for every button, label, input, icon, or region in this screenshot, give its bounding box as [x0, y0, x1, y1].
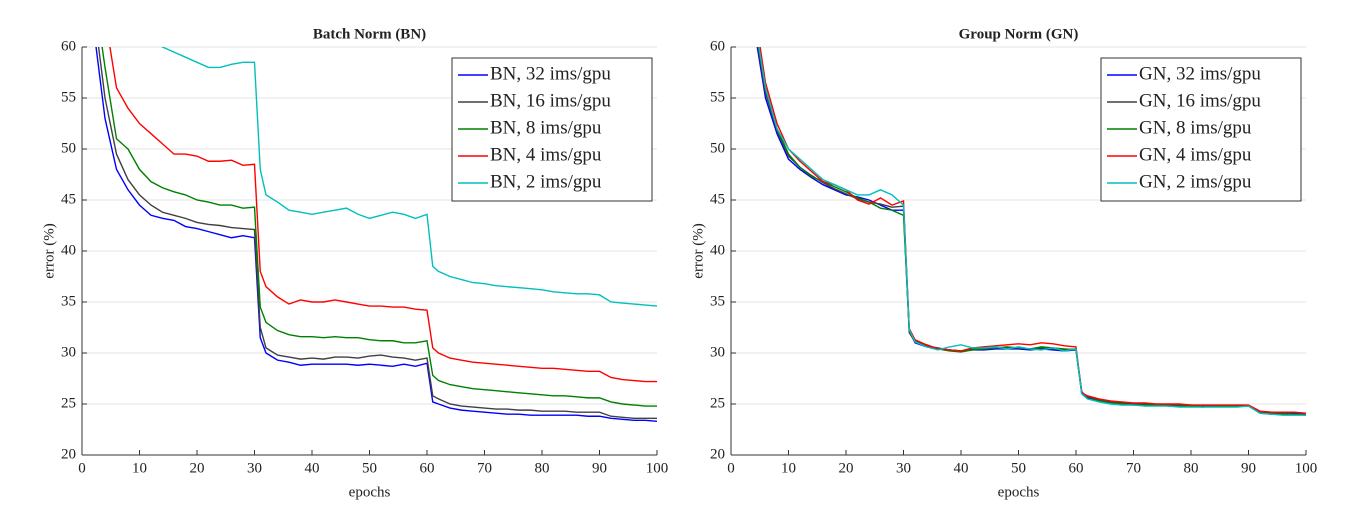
x-tick-label: 70 [477, 460, 492, 476]
x-tick-label: 20 [839, 460, 854, 476]
x-tick-label: 10 [132, 460, 147, 476]
x-tick-label: 100 [646, 460, 669, 476]
lines [95, 47, 657, 423]
chart-title: Group Norm (GN) [959, 26, 1079, 42]
y-tick-label: 60 [710, 38, 725, 54]
y-tick-label: 40 [61, 242, 76, 258]
y-tick-label: 50 [61, 140, 76, 156]
y-tick-label: 25 [61, 395, 76, 411]
x-tick-label: 90 [1241, 460, 1256, 476]
x-tick-label: 30 [247, 460, 262, 476]
series-line [95, 47, 657, 423]
y-tick-label: 30 [710, 344, 725, 360]
x-tick-label: 30 [896, 460, 911, 476]
x-tick-label: 40 [954, 460, 969, 476]
y-tick-label: 55 [61, 89, 76, 105]
x-tick-label: 90 [592, 460, 607, 476]
chart-title: Batch Norm (BN) [313, 26, 426, 42]
legend-label: BN, 4 ims/gpu [490, 144, 602, 165]
y-tick-label: 55 [710, 89, 725, 105]
x-tick-label: 100 [1295, 460, 1318, 476]
x-tick-label: 60 [1069, 460, 1084, 476]
series-line [101, 47, 657, 407]
x-tick-label: 20 [190, 460, 205, 476]
y-tick-label: 20 [710, 446, 725, 462]
series-line [160, 47, 657, 307]
y-tick-label: 40 [710, 242, 725, 258]
y-tick-label: 60 [61, 38, 76, 54]
y-tick-label: 50 [710, 140, 725, 156]
y-tick-label: 20 [61, 446, 76, 462]
legend-label: BN, 16 ims/gpu [490, 90, 611, 111]
legend-label: GN, 8 ims/gpu [1139, 117, 1252, 138]
x-tick-label: 40 [305, 460, 320, 476]
series-line [97, 47, 657, 419]
lines [756, 47, 1306, 416]
x-tick-label: 50 [362, 460, 377, 476]
x-axis-label: epochs [998, 484, 1040, 500]
plot: Group Norm (GN) epochs error (%) 20 25 30 35 40… [690, 26, 1318, 500]
plot: Batch Norm (BN) epochs error (%) 20 25 30 35 40… [41, 26, 669, 500]
y-tick-label: 45 [61, 191, 76, 207]
y-axis-label: error (%) [41, 223, 57, 278]
x-tick-label: 10 [781, 460, 796, 476]
x-tick-label: 80 [1184, 460, 1199, 476]
legend-label: GN, 4 ims/gpu [1139, 144, 1252, 165]
x-tick-label: 0 [727, 460, 735, 476]
x-tick-label: 60 [420, 460, 435, 476]
legend-label: GN, 2 ims/gpu [1139, 171, 1252, 192]
y-tick-label: 35 [61, 293, 76, 309]
legend-label: BN, 2 ims/gpu [490, 171, 602, 192]
x-tick-label: 80 [535, 460, 550, 476]
series-line [758, 47, 1306, 416]
x-tick-label: 0 [78, 460, 86, 476]
y-axis-label: error (%) [690, 223, 706, 278]
legend-label: BN, 32 ims/gpu [490, 63, 611, 84]
y-tick-label: 45 [710, 191, 725, 207]
series-line [109, 47, 657, 383]
y-tick-label: 35 [710, 293, 725, 309]
y-tick-label: 30 [61, 344, 76, 360]
x-tick-label: 70 [1126, 460, 1141, 476]
x-tick-label: 50 [1011, 460, 1026, 476]
y-tick-label: 25 [710, 395, 725, 411]
legend-label: BN, 8 ims/gpu [490, 117, 602, 138]
legend-label: GN, 16 ims/gpu [1139, 90, 1261, 111]
x-axis-label: epochs [349, 484, 391, 500]
legend-label: GN, 32 ims/gpu [1139, 63, 1261, 84]
